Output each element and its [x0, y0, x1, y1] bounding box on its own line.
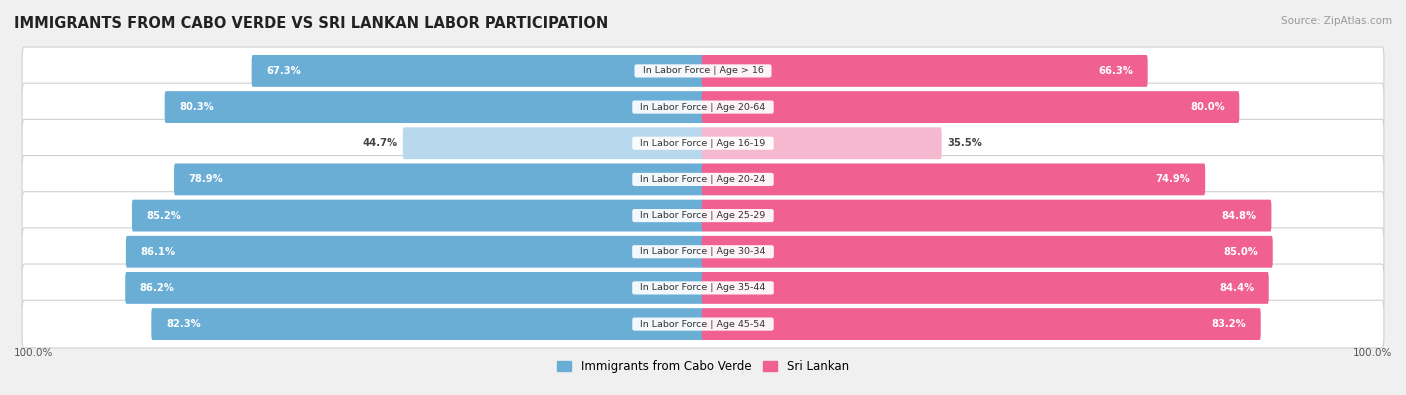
- Text: 86.1%: 86.1%: [141, 247, 176, 257]
- Text: In Labor Force | Age 20-24: In Labor Force | Age 20-24: [634, 175, 772, 184]
- FancyBboxPatch shape: [702, 199, 1271, 231]
- FancyBboxPatch shape: [174, 164, 704, 196]
- Text: 66.3%: 66.3%: [1098, 66, 1133, 76]
- FancyBboxPatch shape: [125, 272, 704, 304]
- FancyBboxPatch shape: [22, 119, 1384, 167]
- FancyBboxPatch shape: [702, 236, 1272, 268]
- FancyBboxPatch shape: [127, 236, 704, 268]
- FancyBboxPatch shape: [22, 156, 1384, 203]
- FancyBboxPatch shape: [252, 55, 704, 87]
- Text: 84.4%: 84.4%: [1219, 283, 1254, 293]
- Text: 78.9%: 78.9%: [188, 175, 224, 184]
- Text: 84.8%: 84.8%: [1222, 211, 1257, 220]
- FancyBboxPatch shape: [702, 308, 1261, 340]
- FancyBboxPatch shape: [22, 228, 1384, 276]
- FancyBboxPatch shape: [702, 55, 1147, 87]
- Text: 74.9%: 74.9%: [1156, 175, 1191, 184]
- Text: 80.0%: 80.0%: [1189, 102, 1225, 112]
- Text: 85.0%: 85.0%: [1223, 247, 1258, 257]
- FancyBboxPatch shape: [402, 127, 704, 159]
- Text: 82.3%: 82.3%: [166, 319, 201, 329]
- Text: In Labor Force | Age > 16: In Labor Force | Age > 16: [637, 66, 769, 75]
- Text: 44.7%: 44.7%: [363, 138, 398, 148]
- Text: 67.3%: 67.3%: [266, 66, 301, 76]
- Text: In Labor Force | Age 16-19: In Labor Force | Age 16-19: [634, 139, 772, 148]
- Text: 100.0%: 100.0%: [14, 348, 53, 357]
- FancyBboxPatch shape: [132, 199, 704, 231]
- Text: 85.2%: 85.2%: [146, 211, 181, 220]
- FancyBboxPatch shape: [152, 308, 704, 340]
- Text: In Labor Force | Age 35-44: In Labor Force | Age 35-44: [634, 284, 772, 292]
- Text: 86.2%: 86.2%: [139, 283, 174, 293]
- Text: In Labor Force | Age 45-54: In Labor Force | Age 45-54: [634, 320, 772, 329]
- Text: 80.3%: 80.3%: [180, 102, 214, 112]
- FancyBboxPatch shape: [702, 127, 942, 159]
- FancyBboxPatch shape: [165, 91, 704, 123]
- Text: Source: ZipAtlas.com: Source: ZipAtlas.com: [1281, 16, 1392, 26]
- Text: In Labor Force | Age 25-29: In Labor Force | Age 25-29: [634, 211, 772, 220]
- Text: IMMIGRANTS FROM CABO VERDE VS SRI LANKAN LABOR PARTICIPATION: IMMIGRANTS FROM CABO VERDE VS SRI LANKAN…: [14, 16, 609, 31]
- FancyBboxPatch shape: [702, 272, 1268, 304]
- Text: In Labor Force | Age 30-34: In Labor Force | Age 30-34: [634, 247, 772, 256]
- FancyBboxPatch shape: [22, 300, 1384, 348]
- FancyBboxPatch shape: [22, 83, 1384, 131]
- FancyBboxPatch shape: [22, 264, 1384, 312]
- FancyBboxPatch shape: [22, 192, 1384, 239]
- Text: 100.0%: 100.0%: [1353, 348, 1392, 357]
- Legend: Immigrants from Cabo Verde, Sri Lankan: Immigrants from Cabo Verde, Sri Lankan: [553, 355, 853, 378]
- Text: 35.5%: 35.5%: [948, 138, 981, 148]
- FancyBboxPatch shape: [22, 47, 1384, 95]
- FancyBboxPatch shape: [702, 91, 1239, 123]
- FancyBboxPatch shape: [702, 164, 1205, 196]
- Text: In Labor Force | Age 20-64: In Labor Force | Age 20-64: [634, 103, 772, 111]
- Text: 83.2%: 83.2%: [1212, 319, 1246, 329]
